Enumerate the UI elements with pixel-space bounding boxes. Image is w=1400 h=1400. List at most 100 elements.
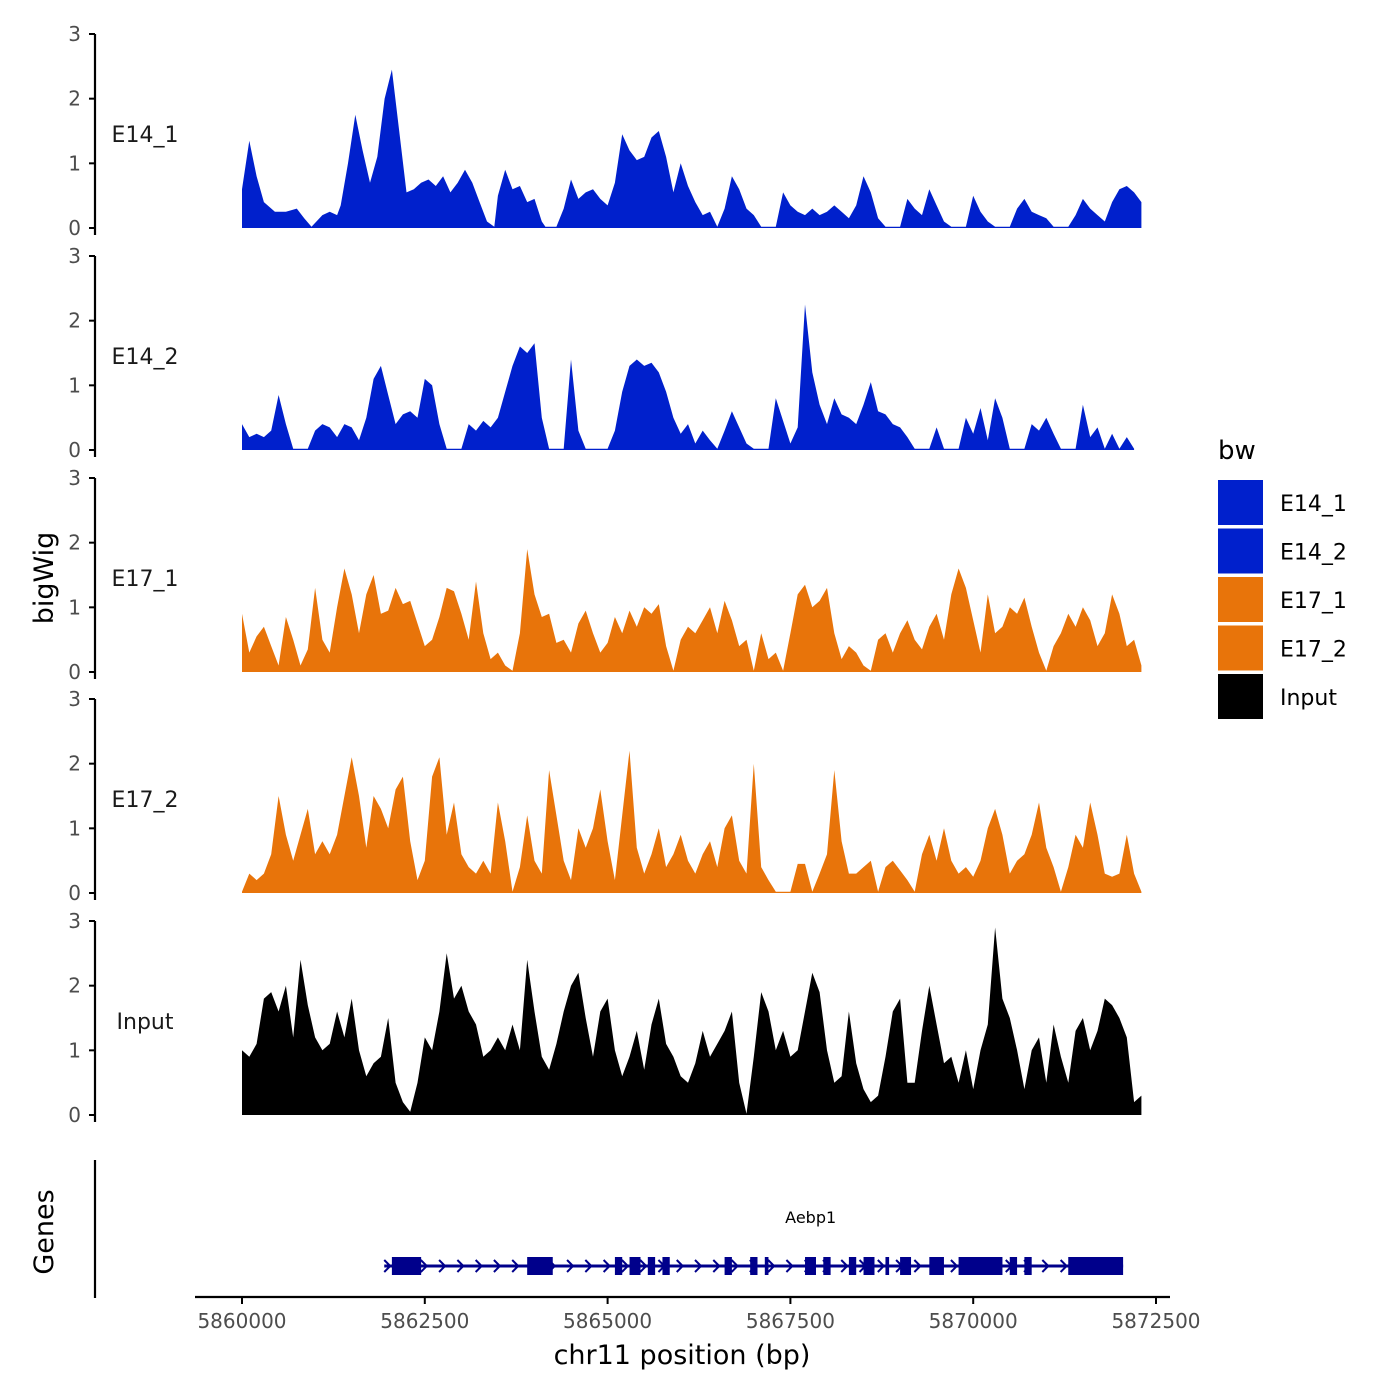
x-tick-label: 5870000 (929, 1309, 1018, 1333)
y-tick-label: 2 (68, 531, 81, 555)
strand-arrow (566, 1259, 575, 1273)
track-label: E14_1 (112, 123, 179, 148)
strand-arrow (913, 1259, 922, 1273)
strand-arrow (438, 1259, 447, 1273)
strand-arrow (950, 1259, 959, 1273)
gene-Aebp1: Aebp1 (383, 1208, 1124, 1275)
y-tick-label: 3 (68, 466, 81, 490)
legend-title: bw (1218, 436, 1256, 466)
x-tick-label: 5860000 (197, 1309, 286, 1333)
area-E17_1 (242, 549, 1142, 672)
strand-arrow (1041, 1259, 1050, 1273)
strand-arrow (877, 1259, 886, 1273)
genes-layer: Aebp1 (93, 1160, 1124, 1298)
y-axis-title: bigWig (29, 532, 60, 625)
strand-arrow (383, 1259, 392, 1273)
track-E17_2: 0 1 2 3 E17_2 (68, 687, 1142, 905)
strand-arrow (712, 1259, 721, 1273)
y-tick-label: 1 (68, 816, 81, 840)
gene-exon (1068, 1257, 1124, 1275)
legend-swatch-E17_2 (1218, 625, 1263, 671)
y-tick-label: 3 (68, 244, 81, 268)
track-E14_2: 0 1 2 3 E14_2 (68, 244, 1135, 462)
strand-arrow (456, 1259, 465, 1273)
strand-arrow (730, 1259, 739, 1273)
gene-exon (1024, 1257, 1032, 1275)
area-E14_1 (242, 69, 1142, 228)
track-E14_1: 0 1 2 3 E14_1 (68, 22, 1142, 240)
gene-exon (750, 1257, 758, 1275)
gene-exon (527, 1257, 553, 1275)
track-Input: 0 1 2 3 Input (68, 909, 1142, 1127)
strand-arrow (602, 1259, 612, 1273)
x-tick-label: 5867500 (746, 1309, 835, 1333)
y-tick-label: 3 (68, 909, 81, 933)
genes-axis-title: Genes (29, 1189, 60, 1274)
x-tick-label: 5865000 (563, 1309, 652, 1333)
gene-exon (958, 1257, 1003, 1275)
legend-swatch-E17_1 (1218, 577, 1263, 622)
legend: bw E14_1 E14_2 E17_1 E17_2 Input (1218, 436, 1347, 719)
legend-label-E14_2: E14_2 (1280, 541, 1347, 566)
x-axis-title: chr11 position (bp) (554, 1340, 811, 1371)
strand-arrow (511, 1259, 520, 1273)
gene-exon (724, 1257, 732, 1275)
x-axis: 5860000 5862500 5865000 5867500 5870000 58725… (195, 1295, 1201, 1333)
legend-label-E14_1: E14_1 (1280, 492, 1347, 517)
strand-arrow (840, 1259, 849, 1273)
gene-exon (1009, 1257, 1018, 1275)
strand-arrow (474, 1259, 484, 1273)
gene-exon (823, 1257, 831, 1275)
gene-exon (764, 1257, 769, 1275)
legend-label-Input: Input (1280, 686, 1337, 711)
strand-arrow (785, 1259, 794, 1273)
gene-exon (805, 1257, 816, 1275)
gene-exon (629, 1257, 641, 1275)
legend-swatch-E14_1 (1218, 480, 1263, 525)
strand-arrow (584, 1259, 593, 1273)
gene-exon (848, 1257, 857, 1275)
y-tick-label: 1 (68, 595, 81, 619)
x-tick-label: 5872500 (1111, 1309, 1200, 1333)
strand-arrow (676, 1259, 685, 1273)
y-tick-label: 0 (68, 438, 81, 462)
y-tick-label: 0 (68, 881, 81, 905)
track-label: E14_2 (112, 345, 179, 370)
gene-exon (391, 1257, 422, 1275)
tracks-layer: 0 1 2 3 E14_1 0 1 2 3 E14_2 0 1 2 3 E17_1 0 1 2 3 E17_2 0 1 2 3… (68, 22, 1142, 1127)
gene-exon (614, 1257, 623, 1275)
y-tick-label: 2 (68, 309, 81, 333)
gene-label: Aebp1 (785, 1208, 836, 1227)
y-tick-label: 1 (68, 151, 81, 175)
strand-arrow (621, 1259, 630, 1273)
gene-exon (929, 1257, 944, 1275)
strand-arrow (639, 1259, 648, 1273)
gene-exon (662, 1257, 670, 1275)
y-tick-label: 3 (68, 687, 81, 711)
y-tick-label: 2 (68, 87, 81, 111)
strand-arrow (1059, 1259, 1069, 1273)
area-E14_2 (242, 304, 1135, 450)
gene-exon (885, 1257, 890, 1275)
legend-label-E17_1: E17_1 (1280, 589, 1347, 614)
strand-arrow (420, 1259, 429, 1273)
legend-swatch-Input (1218, 674, 1263, 719)
y-tick-label: 1 (68, 373, 81, 397)
y-tick-label: 0 (68, 660, 81, 684)
track-label: Input (117, 1010, 174, 1035)
gene-exon (900, 1257, 912, 1275)
y-tick-label: 0 (68, 216, 81, 240)
area-Input (242, 927, 1142, 1115)
y-tick-label: 3 (68, 22, 81, 46)
gene-exon (647, 1257, 656, 1275)
x-tick-label: 5862500 (380, 1309, 469, 1333)
legend-swatch-E14_2 (1218, 528, 1263, 574)
track-label: E17_1 (112, 567, 179, 592)
area-E17_2 (242, 750, 1142, 893)
y-tick-label: 2 (68, 974, 81, 998)
y-tick-label: 1 (68, 1038, 81, 1062)
track-label: E17_2 (112, 788, 179, 813)
strand-arrow (767, 1259, 776, 1273)
y-tick-label: 2 (68, 752, 81, 776)
